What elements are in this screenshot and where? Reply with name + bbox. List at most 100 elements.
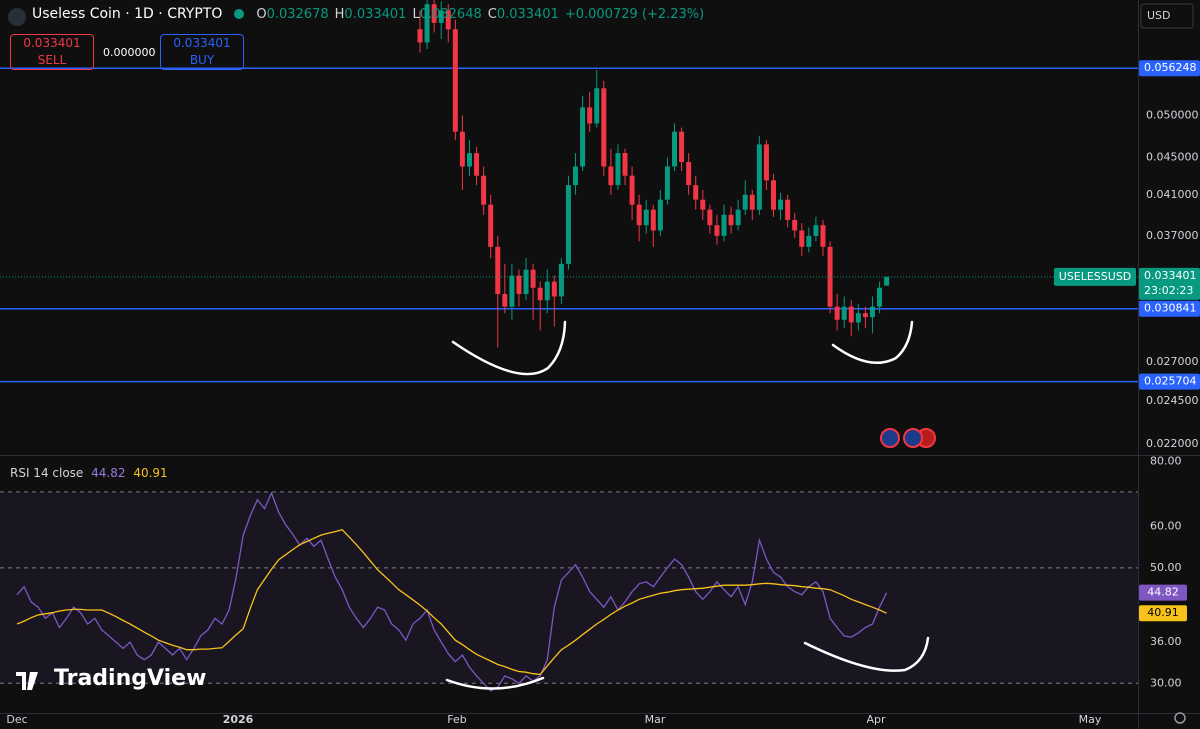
ohlc-key: H [334,6,345,22]
level-label: 0.030841 [1144,302,1197,315]
ohlc-key: C [487,6,497,22]
y-tick-label: 0.045000 [1146,151,1199,164]
rsi-header: RSI 14 close 44.82 40.91 [10,466,168,480]
candle-body [728,214,734,226]
candle-body [558,263,564,297]
y-tick-label: 80.00 [1150,455,1182,468]
level-badge [1139,60,1200,77]
candle-body [580,107,586,167]
candle-body [417,29,423,43]
candle-body [778,199,784,210]
candle-body [855,313,861,323]
drawings [445,320,930,690]
last-price-label: 0.033401 [1144,269,1197,282]
candle-body [827,246,833,307]
event-flag[interactable] [903,428,923,448]
settings-icon[interactable] [1174,712,1186,724]
candle-body [516,275,522,294]
candle-body [573,166,579,186]
candle-body [742,194,748,210]
candle-body [523,269,529,294]
x-tick-label: Mar [645,713,666,726]
y-tick-label: 0.022000 [1146,437,1199,450]
rsi-value: 44.82 [91,466,126,480]
currency-button[interactable] [1140,3,1194,29]
hand-drawn-arc [451,320,567,376]
sell-label: SELL [37,53,67,67]
candle-body [820,225,826,247]
candle-body [707,209,713,226]
rsi-value-badge [1139,584,1187,601]
candle-body [785,199,791,220]
high-value: 0.033401 [344,6,407,22]
ohlc-key: L [412,6,420,22]
axes: 0.050000 0.045000 0.041000 0.037000 0.027000… [6,60,1200,726]
candle-body [693,185,699,200]
buy-label: BUY [189,53,215,67]
ohlc-key: O [256,6,267,22]
candle-body [749,194,755,210]
candle-body [459,131,465,167]
y-tick-label: 50.00 [1150,561,1182,574]
x-tick-label: Feb [447,713,466,726]
candle-body [509,275,515,307]
level-label: 0.025704 [1144,375,1197,388]
candle-body [615,153,621,186]
candle-body [862,313,868,318]
symbol-title: Useless Coin · 1D · CRYPTO [32,6,223,22]
candle-body [700,199,706,210]
rsi-line [16,528,887,676]
y-tick-label: 0.050000 [1146,108,1199,121]
candle-body [770,180,776,210]
candle-body [792,219,798,231]
candle-body [763,144,769,181]
x-tick-label: Dec [6,713,27,726]
candle-body [806,235,812,247]
candle-body [466,153,472,167]
level-label: 0.056248 [1144,61,1197,74]
hand-drawn-arc [803,636,930,672]
rsi-value-badge [1139,605,1187,622]
rsi-pane [0,491,1138,692]
candle-body [834,306,840,320]
candle-body [756,144,762,210]
candle-body [544,281,550,301]
y-tick-label: 36.00 [1150,635,1182,648]
candle-body [502,293,508,307]
rsi-ma-value: 40.91 [133,466,168,480]
candle-body [474,153,480,176]
candle-body [431,4,437,23]
candle-body [629,175,635,205]
candle-body [488,204,494,247]
buy-button[interactable]: 0.033401 BUY [160,34,244,70]
rsi-value-label: 40.91 [1147,606,1179,619]
candle-body [813,225,819,236]
candle-body [587,107,593,124]
candle-body [721,214,727,236]
candle-body [551,281,557,297]
price-pane [0,0,1138,383]
level-badge [1139,300,1200,317]
candle-body [530,269,536,288]
symbol-label: USELESSUSD [1059,270,1132,283]
rsi-title: RSI 14 close [10,466,84,480]
open-value: 0.032678 [266,6,329,22]
buy-price: 0.033401 [173,36,231,50]
candle-body [424,4,430,43]
candle-body [735,209,741,226]
y-tick-label: 30.00 [1150,676,1182,689]
symbol-badge [1054,267,1136,286]
sell-button[interactable]: 0.033401 SELL [10,34,94,70]
y-tick-label: 0.041000 [1146,188,1199,201]
countdown-label: 23:02:23 [1144,284,1193,297]
candle-body [636,204,642,226]
candle-body [714,225,720,236]
candle-body [657,199,663,231]
low-value: 0.032648 [419,6,482,22]
candle-body [622,153,628,176]
symbol-icon [8,8,26,26]
event-flag[interactable] [880,428,900,448]
hand-drawn-arc [831,320,914,365]
candle-body [679,131,685,162]
